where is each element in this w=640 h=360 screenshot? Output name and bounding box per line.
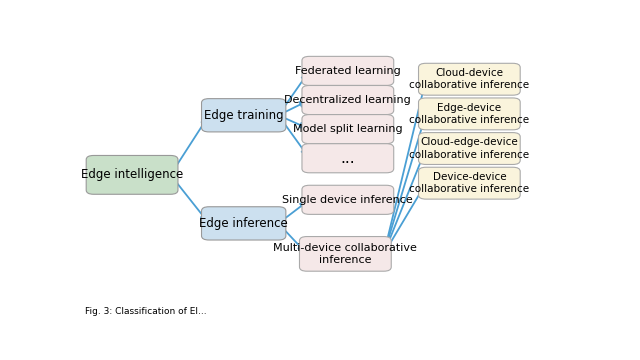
FancyBboxPatch shape [202, 99, 286, 132]
Text: Cloud-device
collaborative inference: Cloud-device collaborative inference [410, 68, 529, 90]
Text: Fig. 3: Classification of EI...: Fig. 3: Classification of EI... [85, 307, 207, 316]
FancyBboxPatch shape [302, 57, 394, 85]
FancyBboxPatch shape [419, 167, 520, 199]
FancyBboxPatch shape [419, 132, 520, 165]
Text: Edge training: Edge training [204, 109, 284, 122]
FancyBboxPatch shape [86, 156, 178, 194]
FancyBboxPatch shape [302, 85, 394, 114]
Text: Device-device
collaborative inference: Device-device collaborative inference [410, 172, 529, 194]
Text: Decentralized learning: Decentralized learning [284, 95, 412, 105]
FancyBboxPatch shape [300, 237, 391, 271]
Text: Edge-device
collaborative inference: Edge-device collaborative inference [410, 103, 529, 125]
Text: Edge intelligence: Edge intelligence [81, 168, 183, 181]
Text: Single device inference: Single device inference [282, 195, 413, 205]
Text: Cloud-edge-device
collaborative inference: Cloud-edge-device collaborative inferenc… [410, 137, 529, 160]
Text: Multi-device collaborative
inference: Multi-device collaborative inference [273, 243, 417, 265]
FancyBboxPatch shape [302, 185, 394, 214]
Text: Federated learning: Federated learning [295, 66, 401, 76]
FancyBboxPatch shape [202, 207, 286, 240]
Text: Model split learning: Model split learning [293, 124, 403, 134]
Text: Edge inference: Edge inference [199, 217, 288, 230]
FancyBboxPatch shape [302, 114, 394, 144]
FancyBboxPatch shape [419, 63, 520, 95]
Text: ...: ... [340, 151, 355, 166]
FancyBboxPatch shape [419, 98, 520, 130]
FancyBboxPatch shape [302, 144, 394, 173]
